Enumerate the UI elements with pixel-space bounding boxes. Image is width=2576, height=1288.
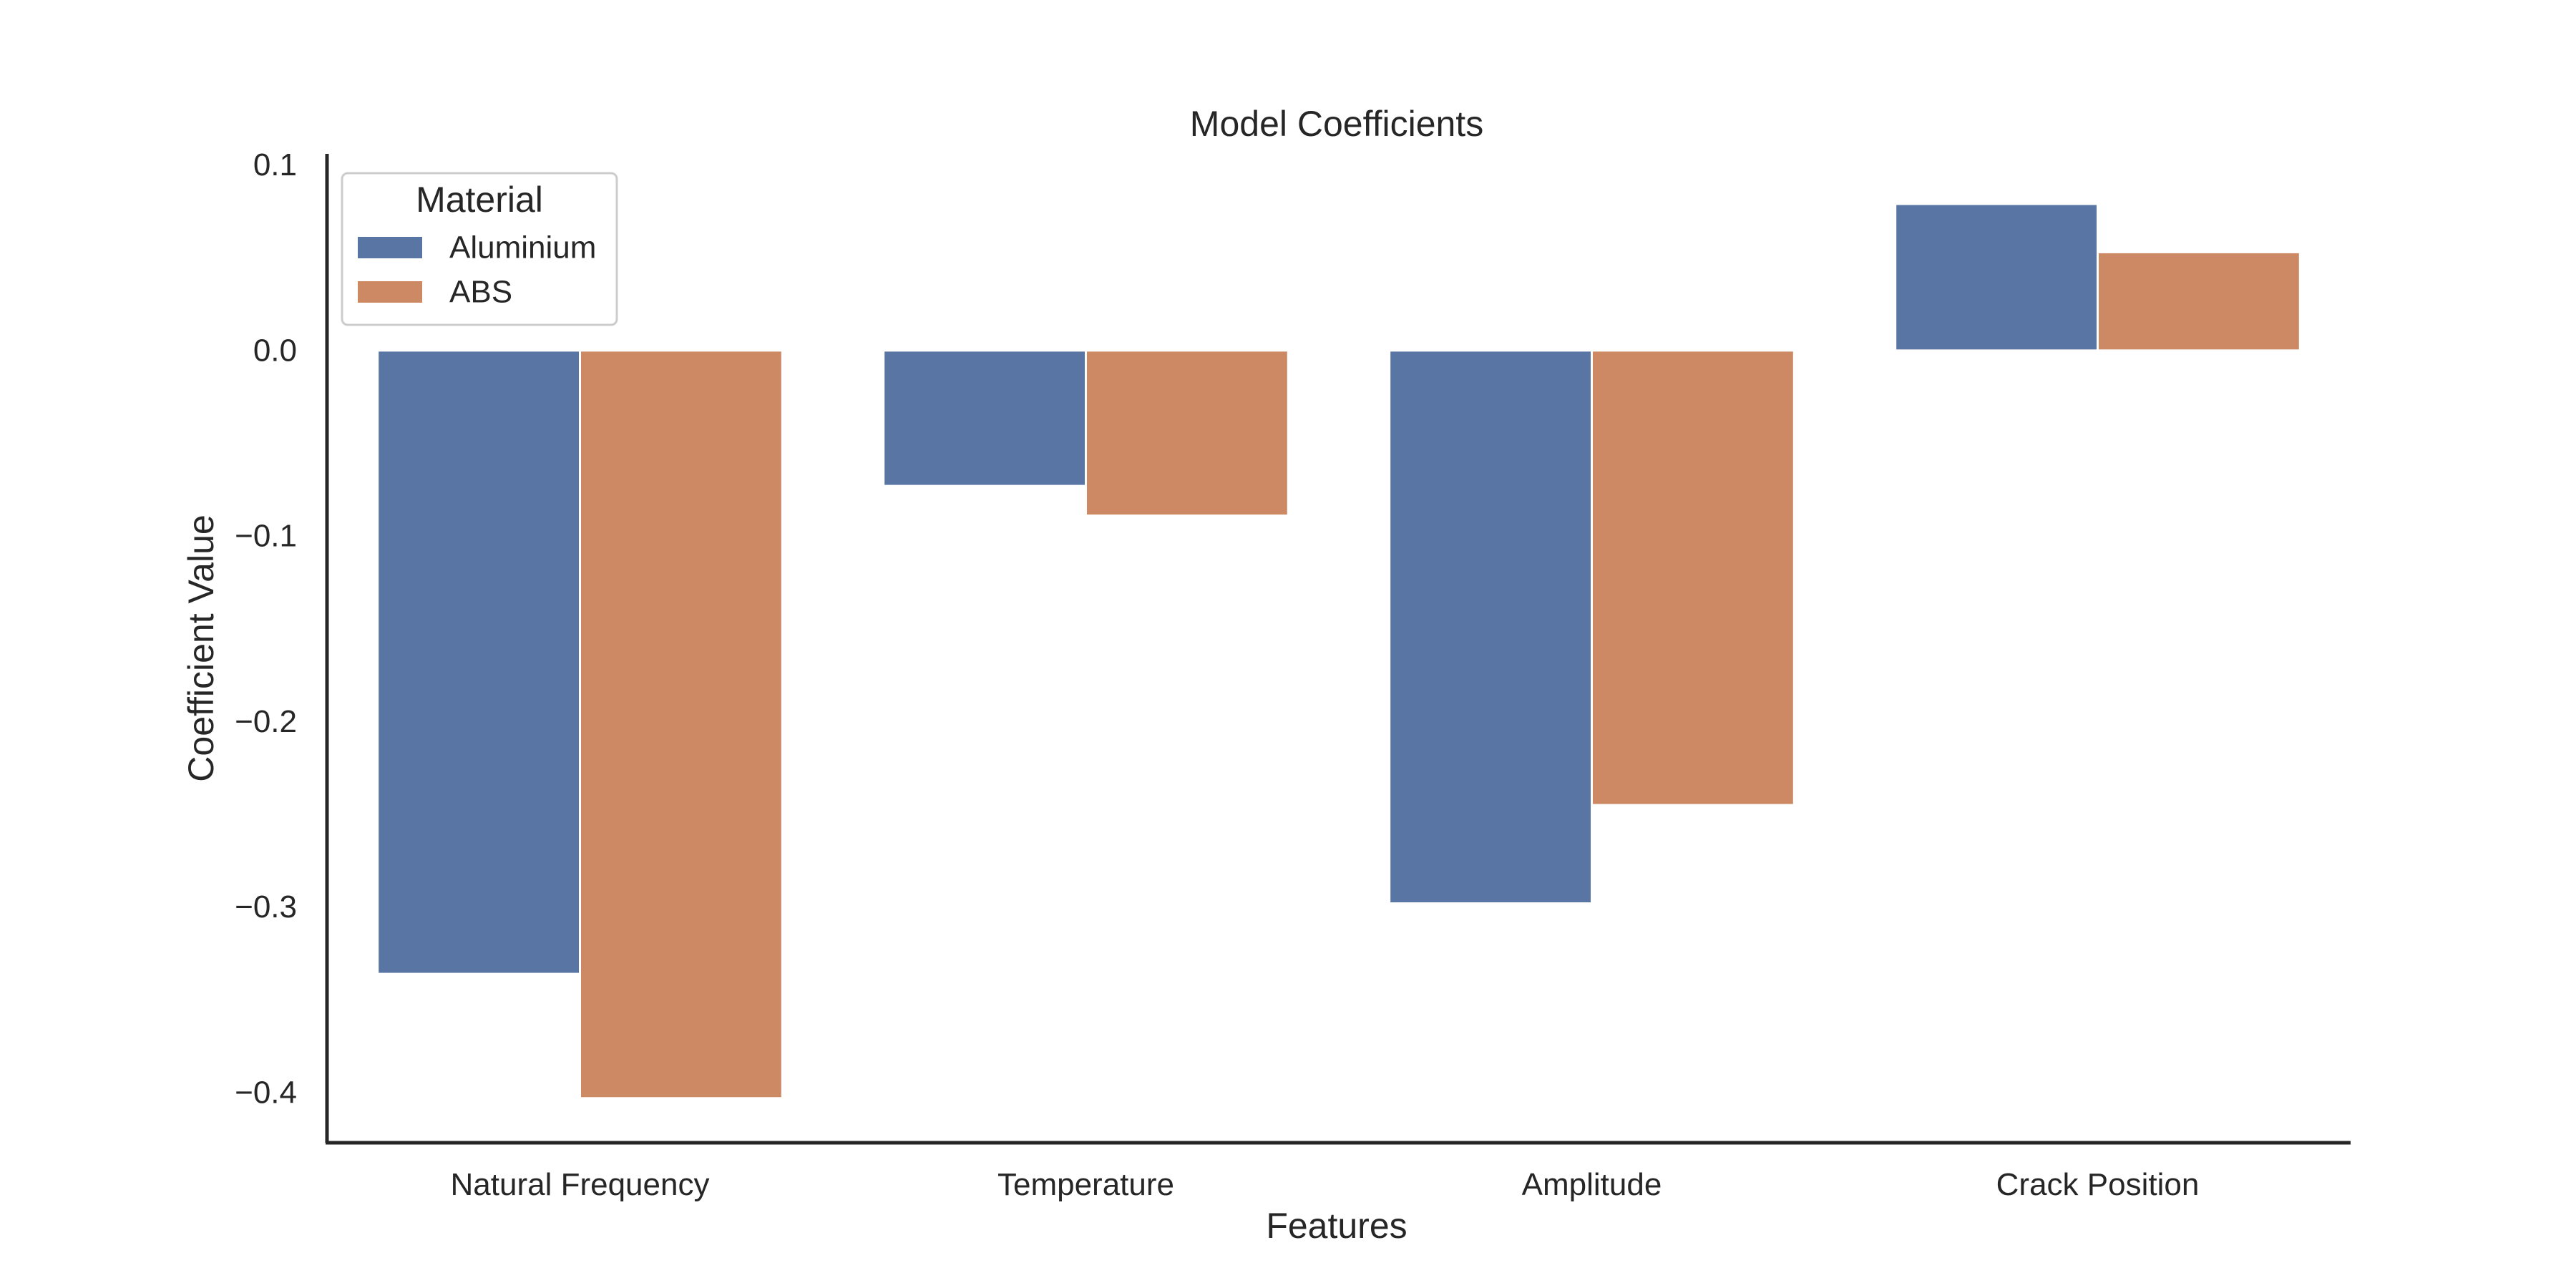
bar-abs-amplitude	[1591, 349, 1795, 806]
chart-title: Model Coefficients	[1190, 104, 1483, 144]
y-tick-labels: 0.1 0.0 −0.1 −0.2 −0.3 −0.4	[235, 147, 297, 1110]
legend-items: Aluminium ABS	[358, 230, 596, 310]
y-tick-label: 0.0	[253, 333, 297, 368]
bar-aluminium-amplitude	[1388, 349, 1593, 905]
x-tick-labels: Natural Frequency Temperature Amplitude Cra…	[451, 1167, 2200, 1202]
bar-aluminium-crack-position	[1894, 203, 2099, 352]
bar-aluminium-temperature	[882, 349, 1087, 487]
bar-abs-temperature	[1085, 349, 1289, 517]
y-tick-label: −0.4	[235, 1075, 297, 1110]
bars-layer	[376, 203, 2301, 1100]
x-tick-label: Temperature	[997, 1167, 1174, 1202]
bar-abs-natural-frequency	[579, 349, 784, 1100]
bar-abs-crack-position	[2097, 250, 2301, 352]
legend-label-abs: ABS	[449, 275, 512, 310]
y-tick-label: −0.2	[235, 704, 297, 739]
y-tick-label: −0.1	[235, 519, 297, 554]
x-tick-label: Crack Position	[1996, 1167, 2200, 1202]
x-axis-title: Features	[1266, 1206, 1407, 1246]
legend: Material Aluminium ABS	[341, 172, 618, 326]
bar-aluminium-natural-frequency	[376, 349, 581, 975]
x-tick-label: Amplitude	[1522, 1167, 1662, 1202]
y-tick-label: 0.1	[253, 147, 297, 182]
x-tick-label: Natural Frequency	[451, 1167, 710, 1202]
legend-swatch-aluminium	[358, 237, 422, 258]
legend-label-aluminium: Aluminium	[449, 230, 596, 265]
y-axis-title: Coefficient Value	[181, 514, 221, 781]
legend-swatch-abs	[358, 281, 422, 303]
y-tick-label: −0.3	[235, 889, 297, 924]
legend-title: Material	[416, 180, 543, 220]
